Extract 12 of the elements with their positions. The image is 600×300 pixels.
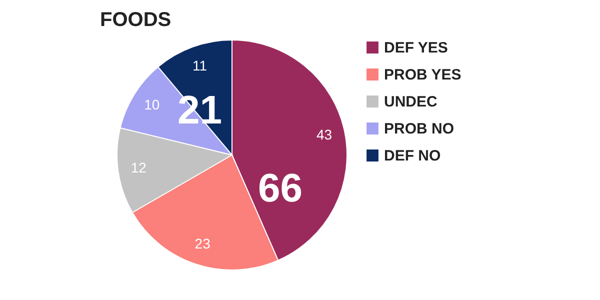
legend-label: PROB NO (384, 120, 454, 138)
legend-label: DEF NO (384, 148, 441, 164)
data-label: 11 (192, 57, 208, 74)
data-label: 10 (144, 96, 160, 112)
data-label: 43 (316, 126, 332, 143)
data-label: 12 (130, 159, 147, 176)
legend-label: UNDEC (384, 94, 438, 110)
chart-title: FOODS (100, 9, 172, 31)
legend-label: DEF YES (384, 40, 448, 56)
text: 66 (258, 166, 303, 210)
data-label: 23 (194, 236, 211, 252)
legend-label: PROB YES (384, 66, 462, 84)
